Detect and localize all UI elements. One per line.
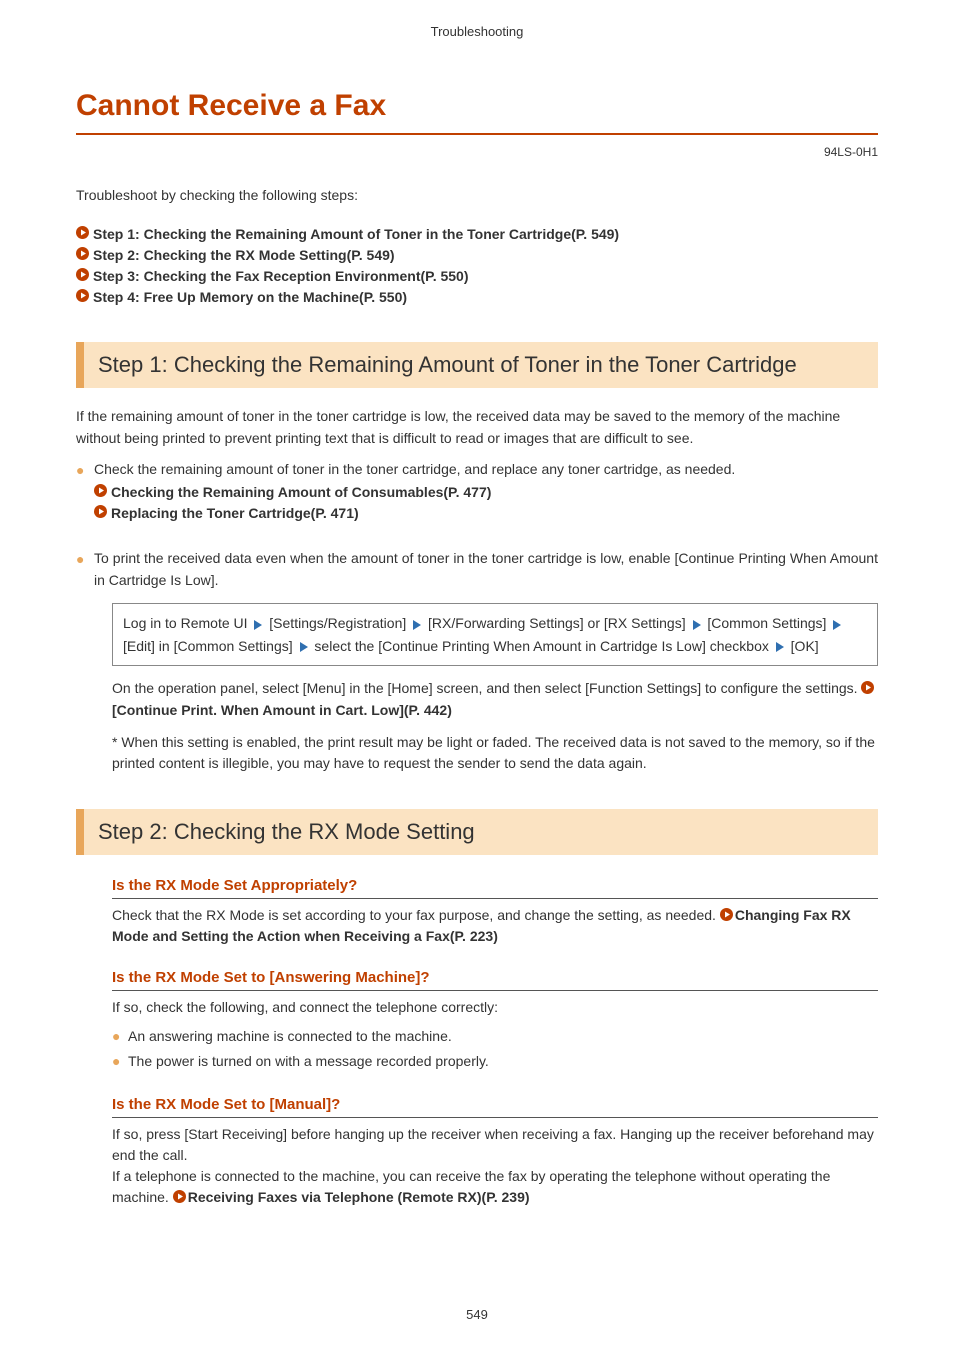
sub-bullet: ● The power is turned on with a message …: [112, 1049, 878, 1074]
page-title: Cannot Receive a Fax: [76, 89, 878, 135]
step1-after-box: On the operation panel, select [Menu] in…: [112, 678, 878, 721]
procedure-segment: [RX/Forwarding Settings] or [RX Settings…: [428, 615, 686, 631]
sub-heading-q2: Is the RX Mode Set to [Answering Machine…: [112, 969, 878, 991]
chevron-right-icon: [693, 620, 701, 630]
step-link[interactable]: Step 4: Free Up Memory on the Machine(P.…: [76, 287, 878, 308]
bullet-icon: ●: [112, 1049, 128, 1074]
sub-heading-q3: Is the RX Mode Set to [Manual]?: [112, 1096, 878, 1118]
step1-note: * When this setting is enabled, the prin…: [112, 732, 878, 775]
play-icon: [94, 505, 107, 518]
sub-bullet: ● An answering machine is connected to t…: [112, 1024, 878, 1049]
chevron-right-icon: [413, 620, 421, 630]
sub-bullet-text: The power is turned on with a message re…: [128, 1049, 489, 1074]
step-link-label: Step 1: Checking the Remaining Amount of…: [93, 224, 619, 245]
bullet-item: ● To print the received data even when t…: [76, 548, 878, 591]
after-box-text: On the operation panel, select [Menu] in…: [112, 680, 861, 696]
procedure-segment: [Edit] in [Common Settings]: [123, 638, 293, 654]
page-number: 549: [0, 1307, 954, 1322]
step-link[interactable]: Step 2: Checking the RX Mode Setting(P. …: [76, 245, 878, 266]
intro-text: Troubleshoot by checking the following s…: [76, 185, 878, 206]
procedure-segment: [OK]: [791, 638, 819, 654]
step-link-label: Step 2: Checking the RX Mode Setting(P. …: [93, 245, 395, 266]
play-icon: [861, 681, 874, 694]
play-icon: [76, 268, 89, 281]
q3-link[interactable]: Receiving Faxes via Telephone (Remote RX…: [188, 1189, 530, 1205]
step-links-block: Step 1: Checking the Remaining Amount of…: [76, 224, 878, 308]
section-heading-step2: Step 2: Checking the RX Mode Setting: [76, 809, 878, 855]
play-icon: [720, 908, 733, 921]
sublink[interactable]: Replacing the Toner Cartridge(P. 471): [94, 503, 878, 524]
procedure-segment: Log in to Remote UI: [123, 615, 248, 631]
chevron-right-icon: [300, 642, 308, 652]
play-icon: [76, 226, 89, 239]
sub-bullet-text: An answering machine is connected to the…: [128, 1024, 452, 1049]
q2-body: If so, check the following, and connect …: [112, 997, 878, 1018]
step-link[interactable]: Step 1: Checking the Remaining Amount of…: [76, 224, 878, 245]
chevron-right-icon: [776, 642, 784, 652]
chevron-right-icon: [833, 620, 841, 630]
procedure-segment: [Settings/Registration]: [269, 615, 406, 631]
q1-body-text: Check that the RX Mode is set according …: [112, 907, 720, 923]
after-box-link[interactable]: [Continue Print. When Amount in Cart. Lo…: [112, 702, 452, 718]
q3-body2: If a telephone is connected to the machi…: [112, 1166, 878, 1208]
q1-body: Check that the RX Mode is set according …: [112, 905, 878, 947]
play-icon: [173, 1190, 186, 1203]
sublink-label: Replacing the Toner Cartridge(P. 471): [111, 503, 359, 524]
step-link-label: Step 3: Checking the Fax Reception Envir…: [93, 266, 469, 287]
step-link-label: Step 4: Free Up Memory on the Machine(P.…: [93, 287, 407, 308]
play-icon: [76, 247, 89, 260]
sublink-label: Checking the Remaining Amount of Consuma…: [111, 482, 491, 503]
step-link[interactable]: Step 3: Checking the Fax Reception Envir…: [76, 266, 878, 287]
bullet-text: Check the remaining amount of toner in t…: [94, 459, 878, 482]
header-category: Troubleshooting: [76, 0, 878, 39]
sublink[interactable]: Checking the Remaining Amount of Consuma…: [94, 482, 878, 503]
procedure-segment: [Common Settings]: [707, 615, 826, 631]
section-heading-step1: Step 1: Checking the Remaining Amount of…: [76, 342, 878, 388]
play-icon: [94, 484, 107, 497]
document-id: 94LS-0H1: [76, 145, 878, 159]
play-icon: [76, 289, 89, 302]
chevron-right-icon: [254, 620, 262, 630]
step1-paragraph: If the remaining amount of toner in the …: [76, 406, 878, 449]
bullet-icon: ●: [112, 1024, 128, 1049]
procedure-box: Log in to Remote UI [Settings/Registrati…: [112, 603, 878, 666]
bullet-icon: ●: [76, 459, 94, 482]
procedure-segment: select the [Continue Printing When Amoun…: [314, 638, 768, 654]
bullet-text: To print the received data even when the…: [94, 548, 878, 591]
bullet-icon: ●: [76, 548, 94, 591]
bullet-item: ● Check the remaining amount of toner in…: [76, 459, 878, 482]
sub-heading-q1: Is the RX Mode Set Appropriately?: [112, 877, 878, 899]
q3-body1: If so, press [Start Receiving] before ha…: [112, 1124, 878, 1166]
